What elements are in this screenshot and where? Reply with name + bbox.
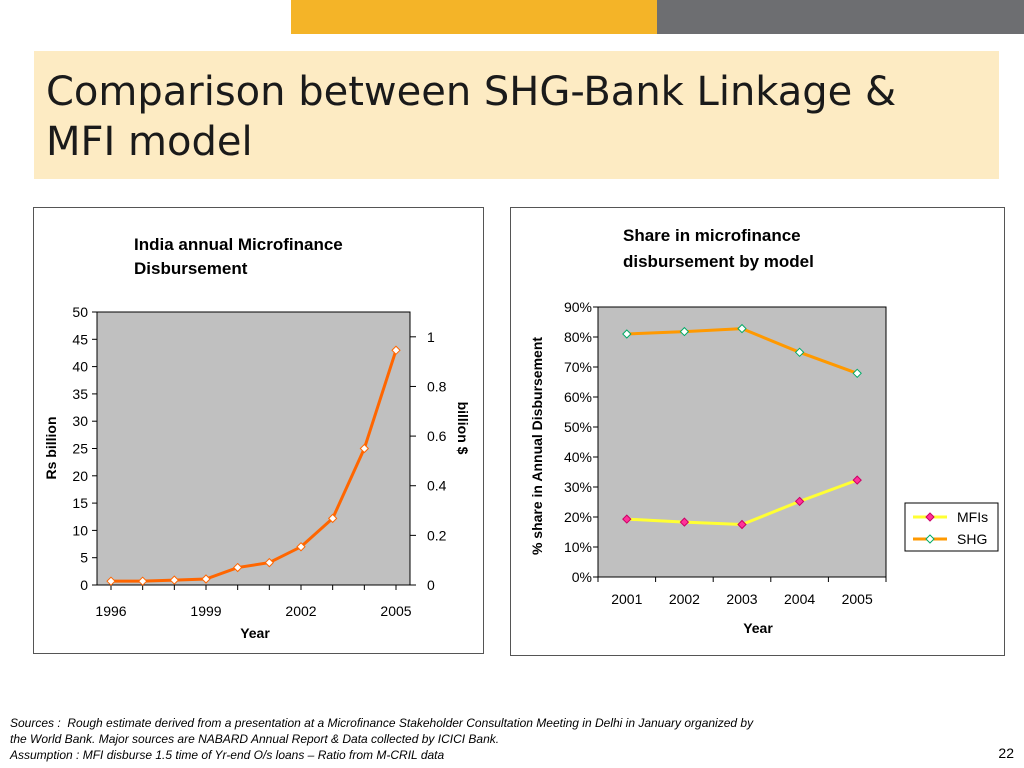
chart1-y2-tick-label: 1 (427, 329, 435, 345)
chart1-data-point (296, 542, 306, 552)
chart1-series-line (111, 349, 398, 583)
page-number: 22 (998, 745, 1014, 761)
chart1-data-point (264, 557, 275, 568)
chart2-mfi-point (737, 519, 747, 530)
slide-title-line2: MFI model (46, 119, 253, 165)
slide-title-box: Comparison between SHG-Bank Linkage & MF… (34, 51, 999, 179)
chart2-shg-point (622, 329, 632, 339)
chart2-plot-area (597, 306, 887, 578)
chart1-y-tick-label: 25 (72, 441, 88, 457)
chart2-y-tick-label: 70% (564, 359, 592, 375)
chart1-y-tick-label: 10 (72, 522, 88, 538)
chart1-y2-tick-label: 0.6 (427, 428, 447, 444)
legend-box (904, 502, 999, 552)
chart2-x-tick-label: 2005 (842, 591, 873, 607)
chart1-y2-tick-label: 0.8 (427, 378, 447, 394)
chart1-y-tick-label: 45 (72, 331, 88, 347)
chart1-y-tick-label: 0 (80, 577, 88, 593)
chart1-y-tick-label: 35 (72, 386, 88, 402)
chart1-y-tick-label: 20 (72, 468, 88, 484)
chart2-title-line1: Share in microfinance (623, 226, 801, 245)
chart2-y-tick-label: 60% (564, 389, 592, 405)
chart1-data-point (201, 574, 211, 584)
slide-title: Comparison between SHG-Bank Linkage & MF… (46, 67, 999, 167)
chart2-shg-point (679, 326, 690, 337)
chart2-x-tick-label: 2001 (611, 591, 642, 607)
chart2-mfi-point (794, 496, 805, 507)
chart1-data-point (106, 576, 116, 586)
chart1-y-tick-label: 15 (72, 495, 88, 511)
chart2-y-tick-label: 30% (564, 479, 592, 495)
chart2-y-tick-label: 20% (564, 509, 592, 525)
chart1-data-point (137, 576, 148, 586)
chart2-x-tick-label: 2003 (726, 591, 757, 607)
chart2-mfi-point (622, 514, 632, 524)
chart2-x-tick-label: 2004 (784, 591, 815, 607)
chart2-y-tick-label: 80% (564, 329, 592, 345)
chart2-y-tick-label: 0% (572, 569, 592, 585)
chart1-x-tick-label: 1999 (190, 603, 221, 619)
chart1-y-tick-label: 30 (72, 413, 88, 429)
share-chart: Share in microfinance disbursement by mo… (529, 226, 999, 636)
share-chart-panel: Share in microfinance disbursement by mo… (510, 207, 1005, 656)
chart1-y2-tick-label: 0 (427, 577, 435, 593)
chart1-title-line1: India annual Microfinance (134, 235, 343, 254)
assumption-note: Assumption : MFI disburse 1.5 time of Yr… (10, 748, 445, 762)
chart2-y-tick-label: 50% (564, 419, 592, 435)
chart2-shg-point (737, 323, 747, 334)
chart2-shg-point (852, 368, 862, 379)
chart1-y2-tick-label: 0.4 (427, 478, 447, 494)
chart1-data-point (169, 575, 180, 585)
chart1-y-tick-label: 40 (72, 359, 88, 375)
chart1-x-axis-title: Year (240, 625, 270, 641)
chart1-data-point (327, 513, 338, 524)
legend-shg-label: SHG (957, 531, 987, 547)
chart2-x-axis-title: Year (743, 620, 773, 636)
chart1-data-point (232, 562, 243, 573)
sources-note: Sources : Rough estimate derived from a … (10, 715, 940, 763)
chart1-data-point (359, 443, 370, 454)
chart1-x-tick-label: 2005 (380, 603, 411, 619)
top-accent-bar-yellow (291, 0, 657, 34)
disbursement-chart: India annual Microfinance Disbursement 0… (43, 235, 471, 641)
chart1-y-tick-label: 50 (72, 304, 88, 320)
chart1-plot-area (96, 311, 411, 586)
chart2-y-tick-label: 90% (564, 299, 592, 315)
legend-mfi-label: MFIs (957, 509, 988, 525)
chart2-y-tick-label: 10% (564, 539, 592, 555)
chart2-mfi-point (679, 517, 690, 527)
legend-shg-marker (925, 534, 935, 544)
chart1-y2-axis-title: billion $ (455, 402, 471, 455)
chart2-legend: MFIs SHG (904, 502, 999, 552)
chart1-title-line2: Disbursement (134, 259, 248, 278)
sources-line1: Sources : Rough estimate derived from a … (10, 716, 754, 730)
slide-title-line1: Comparison between SHG-Bank Linkage & (46, 69, 897, 115)
chart1-y-axis-title: Rs billion (43, 417, 59, 480)
chart1-y-tick-label: 5 (80, 550, 88, 566)
chart2-x-tick-label: 2002 (669, 591, 700, 607)
chart1-data-point (391, 345, 401, 355)
chart2-title-line2: disbursement by model (623, 252, 814, 271)
top-accent-bar-gray (657, 0, 1024, 34)
chart2-y-tick-label: 40% (564, 449, 592, 465)
chart2-shg-point (794, 347, 805, 358)
chart2-y-axis-title: % share in Annual Disbursement (529, 337, 545, 555)
chart1-x-tick-label: 1996 (95, 603, 126, 619)
sources-line2: the World Bank. Major sources are NABARD… (10, 732, 500, 746)
chart2-mfi-point (852, 475, 862, 485)
chart1-y2-tick-label: 0.2 (427, 527, 447, 543)
legend-mfi-marker (925, 512, 935, 522)
chart1-x-tick-label: 2002 (285, 603, 316, 619)
disbursement-chart-panel: India annual Microfinance Disbursement 0… (33, 207, 484, 654)
